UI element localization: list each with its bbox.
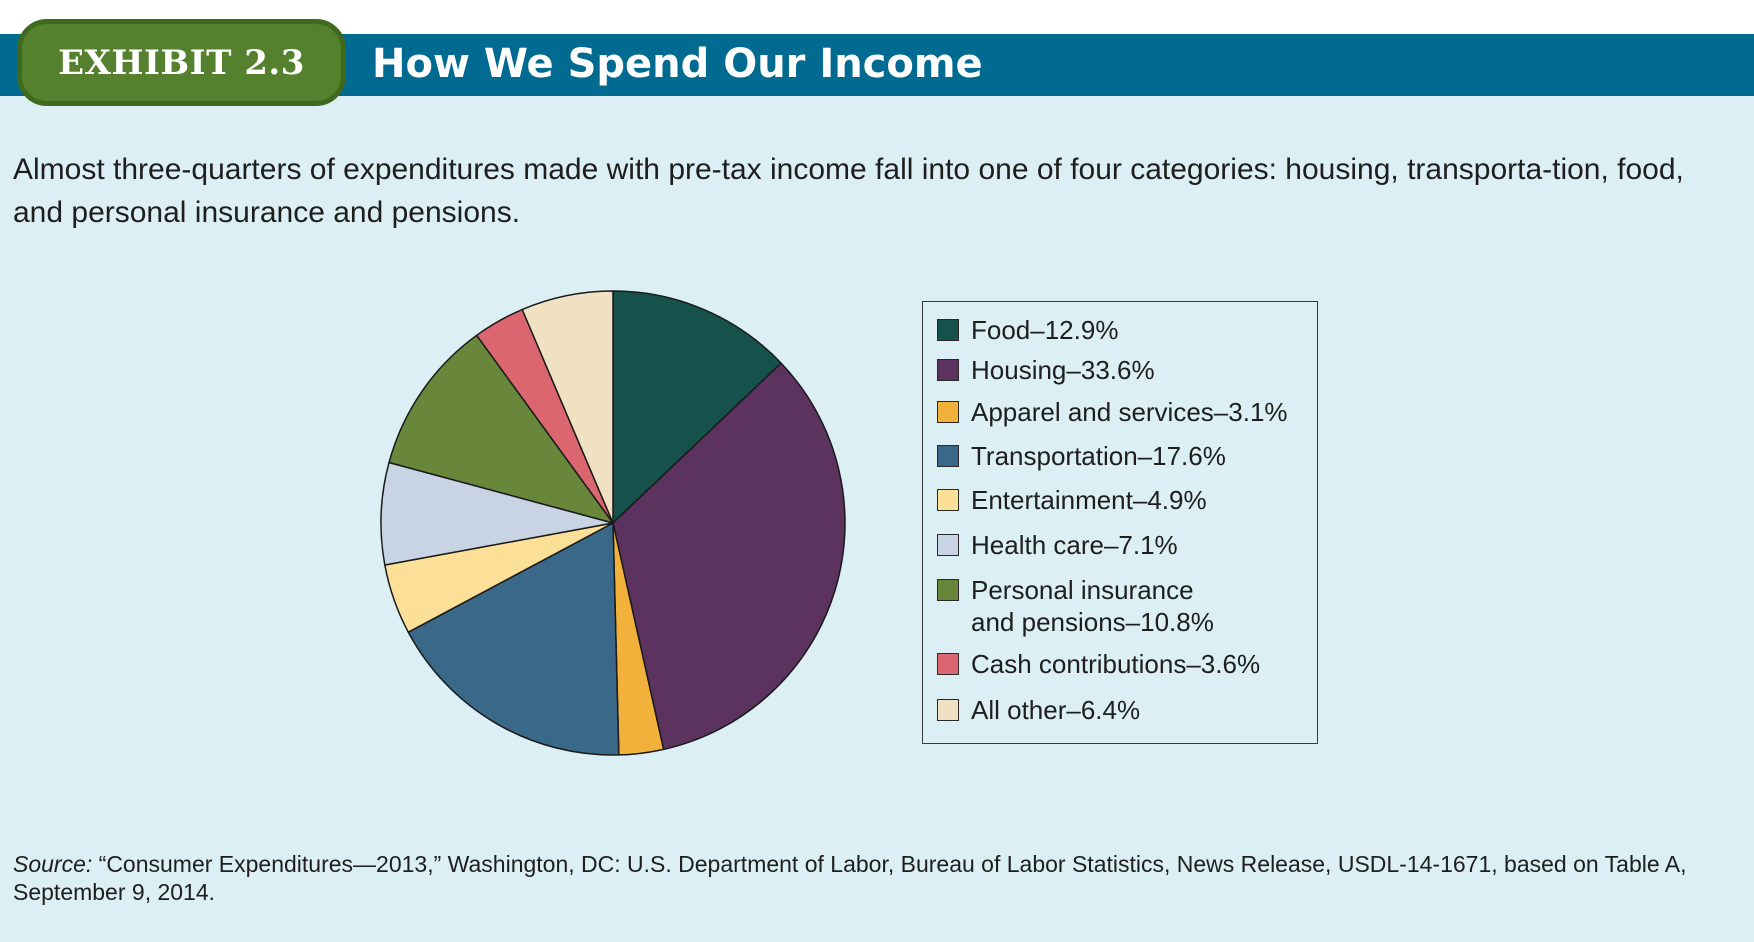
legend-label-line: Housing–33.6% bbox=[971, 355, 1155, 385]
pie-slice-housing bbox=[612, 362, 846, 751]
legend-label-line: Transportation–17.6% bbox=[971, 441, 1226, 471]
legend-label-line: Personal insurance bbox=[971, 575, 1194, 605]
legend-label: Food–12.9% bbox=[971, 314, 1118, 346]
legend-label-line: Food–12.9% bbox=[971, 315, 1119, 345]
legend-swatch bbox=[937, 489, 959, 511]
source-text: “Consumer Expenditures—2013,” Washington… bbox=[13, 851, 1687, 905]
legend-swatch bbox=[937, 359, 959, 381]
exhibit-caption: Almost three-quarters of expenditures ma… bbox=[13, 153, 1684, 229]
pie-slice-all-other bbox=[521, 290, 614, 524]
exhibit-title: How We Spend Our Income bbox=[372, 41, 983, 87]
legend-label: Housing–33.6% bbox=[971, 354, 1155, 386]
legend-label: Cash contributions–3.6% bbox=[971, 648, 1260, 680]
legend-label: Entertainment–4.9% bbox=[971, 484, 1207, 516]
chart-legend: Food–12.9% Housing–33.6% Apparel and servi… bbox=[922, 301, 1318, 744]
pie-slice-transportation bbox=[407, 522, 620, 756]
legend-swatch bbox=[937, 579, 959, 601]
legend-label-line: and pensions–10.8% bbox=[971, 607, 1214, 637]
source-note: Source: “Consumer Expenditures—2013,” Wa… bbox=[13, 850, 1733, 906]
legend-label: Personal insurance and pensions–10.8% bbox=[971, 574, 1214, 638]
legend-swatch bbox=[937, 699, 959, 721]
legend-swatch bbox=[937, 319, 959, 341]
exhibit-panel bbox=[0, 34, 1754, 942]
legend-swatch bbox=[937, 653, 959, 675]
exhibit-badge: EXHIBIT 2.3 bbox=[17, 19, 346, 106]
pie-slice-health-care bbox=[380, 461, 614, 566]
legend-label-line: Health care–7.1% bbox=[971, 530, 1178, 560]
legend-swatch bbox=[937, 401, 959, 423]
pie-slice-food bbox=[612, 290, 782, 524]
pie-slices bbox=[380, 290, 846, 756]
legend-swatch bbox=[937, 534, 959, 556]
legend-label-line: All other–6.4% bbox=[971, 695, 1141, 725]
legend-label: Apparel and services–3.1% bbox=[971, 396, 1288, 428]
legend-label-line: Cash contributions–3.6% bbox=[971, 649, 1261, 679]
legend-label-line: Entertainment–4.9% bbox=[971, 485, 1207, 515]
pie-slice-personal-insurance-and-pensions bbox=[388, 334, 614, 524]
legend-label: Transportation–17.6% bbox=[971, 440, 1226, 472]
source-label: Source: bbox=[13, 851, 93, 877]
legend-label: Health care–7.1% bbox=[971, 529, 1178, 561]
legend-swatch bbox=[937, 445, 959, 467]
legend-label: All other–6.4% bbox=[971, 694, 1140, 726]
legend-label-line: Apparel and services–3.1% bbox=[971, 397, 1288, 427]
